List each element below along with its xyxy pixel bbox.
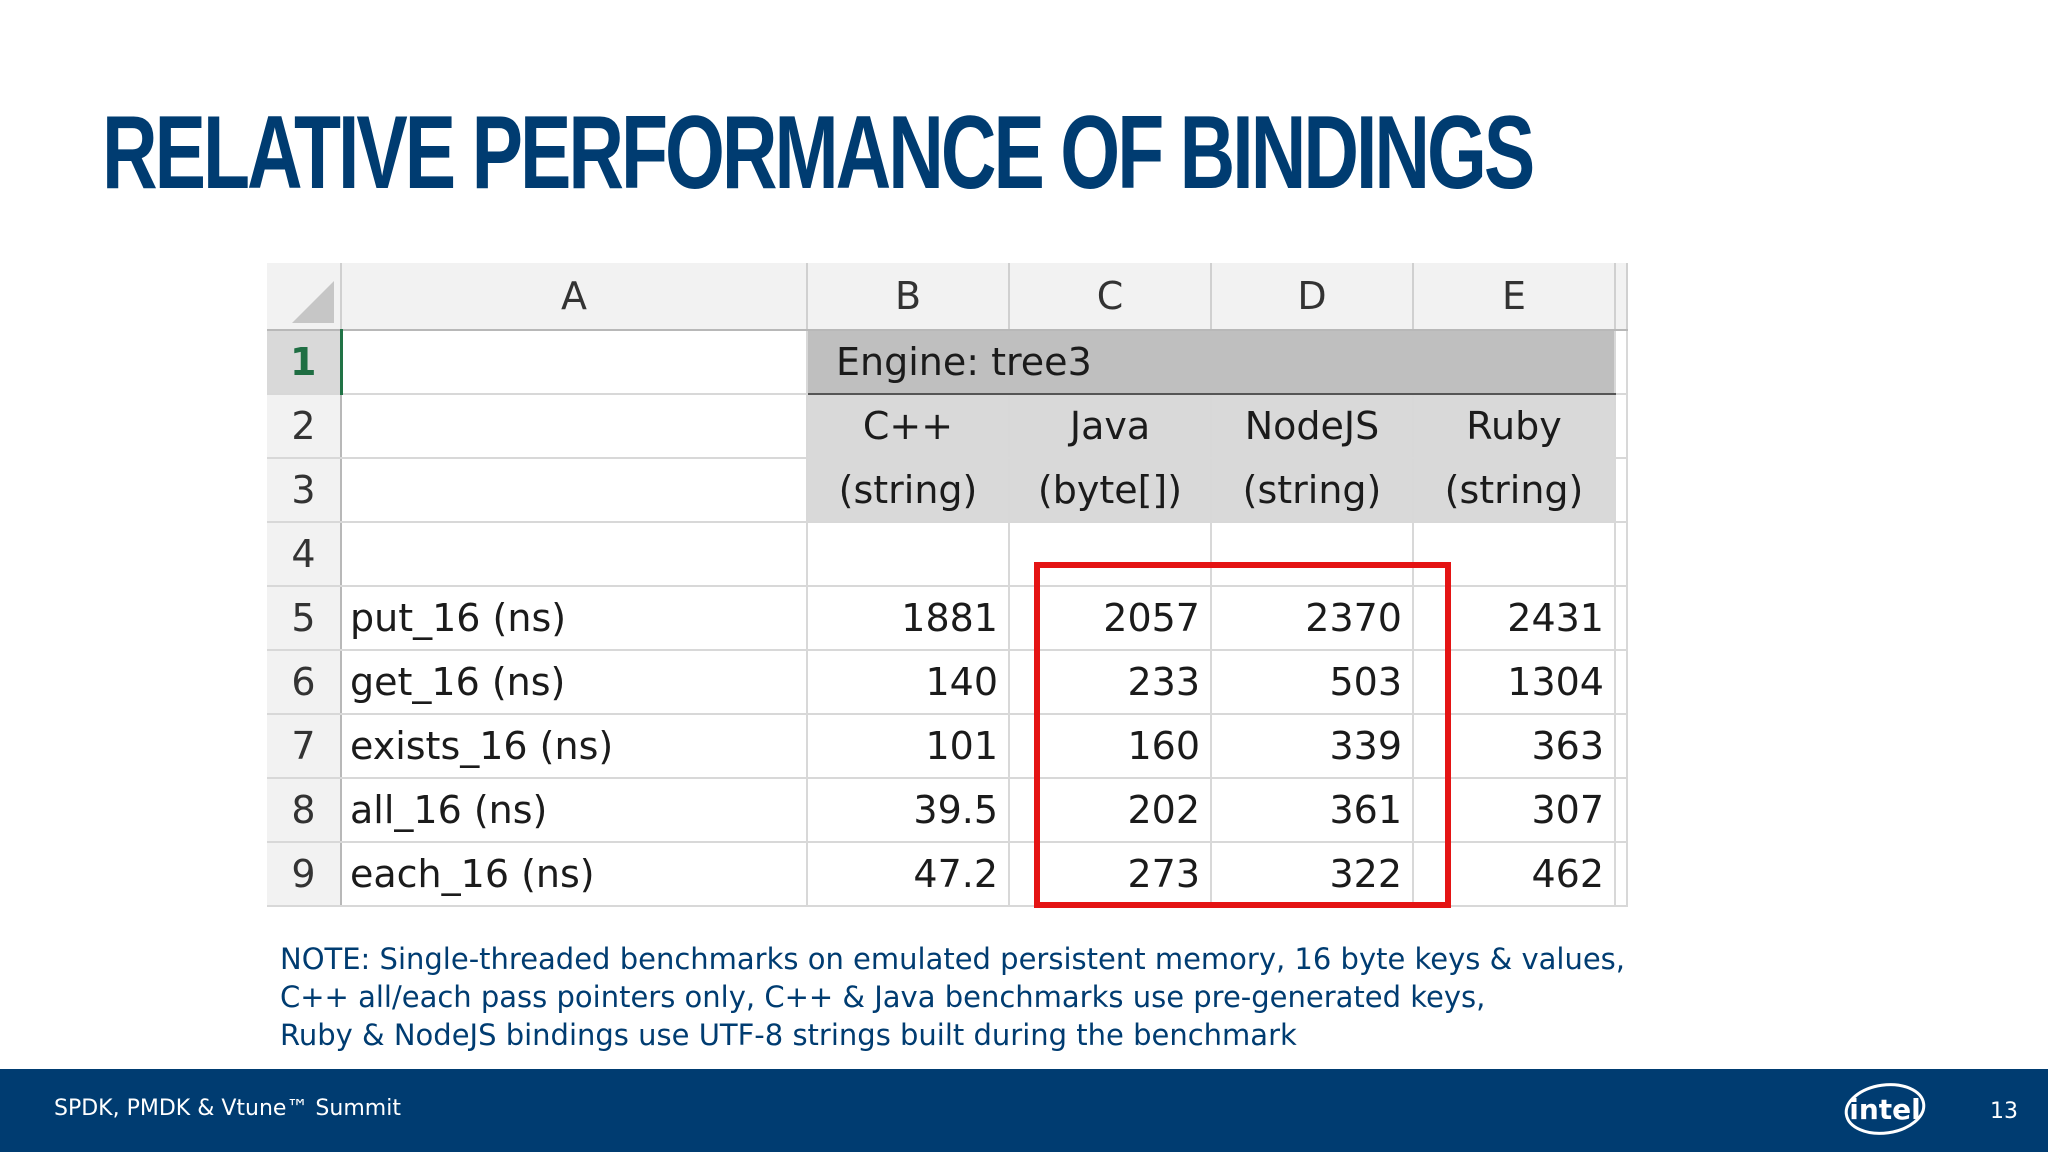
value-cpp: 101 <box>807 714 1010 779</box>
spreadsheet-screenshot: A B C D E 1 Engine: tree3 2 C++ Java Nod… <box>267 263 1628 909</box>
table-row: 1 Engine: tree3 <box>267 330 1628 395</box>
binding-type-cpp: (string) <box>807 458 1010 523</box>
value-java: 273 <box>1009 842 1212 907</box>
table-row: 4 <box>267 522 1628 587</box>
metric-label: all_16 (ns) <box>341 778 808 843</box>
cell-overflow <box>1615 842 1628 907</box>
value-nodejs: 322 <box>1211 842 1414 907</box>
row-number: 7 <box>267 714 342 779</box>
table-row: 5 put_16 (ns) 1881 2057 2370 2431 <box>267 586 1628 651</box>
table-row: 2 C++ Java NodeJS Ruby <box>267 394 1628 459</box>
row-number: 2 <box>267 394 342 459</box>
slide-title: RELATIVE PERFORMANCE OF BINDINGS <box>102 95 1535 211</box>
table-row: 7 exists_16 (ns) 101 160 339 363 <box>267 714 1628 779</box>
value-java: 202 <box>1009 778 1212 843</box>
value-ruby: 2431 <box>1413 586 1616 651</box>
column-header-e: E <box>1413 263 1616 331</box>
value-java: 2057 <box>1009 586 1212 651</box>
row-number: 8 <box>267 778 342 843</box>
value-ruby: 462 <box>1413 842 1616 907</box>
note-line: NOTE: Single-threaded benchmarks on emul… <box>280 942 1626 976</box>
cell-a3 <box>341 458 808 523</box>
cell-overflow <box>1615 458 1628 523</box>
value-java: 160 <box>1009 714 1212 779</box>
value-cpp: 39.5 <box>807 778 1010 843</box>
table-row: 3 (string) (byte[]) (string) (string) <box>267 458 1628 523</box>
table-row: 9 each_16 (ns) 47.2 273 322 462 <box>267 842 1628 907</box>
binding-header-nodejs: NodeJS <box>1211 394 1414 459</box>
benchmark-note: NOTE: Single-threaded benchmarks on emul… <box>280 940 1780 1054</box>
benchmark-table: A B C D E 1 Engine: tree3 2 C++ Java Nod… <box>267 263 1628 907</box>
table-row: 8 all_16 (ns) 39.5 202 361 307 <box>267 778 1628 843</box>
value-cpp: 1881 <box>807 586 1010 651</box>
row-number: 1 <box>267 330 342 395</box>
cell-overflow <box>1615 522 1628 587</box>
cell-empty <box>1009 522 1212 587</box>
table-row: 6 get_16 (ns) 140 233 503 1304 <box>267 650 1628 715</box>
value-nodejs: 503 <box>1211 650 1414 715</box>
cell-overflow <box>1615 714 1628 779</box>
cell-a2 <box>341 394 808 459</box>
metric-label: put_16 (ns) <box>341 586 808 651</box>
cell-overflow <box>1615 778 1628 843</box>
cell-a4 <box>341 522 808 587</box>
footer-bar: SPDK, PMDK & Vtune™ Summit intel 13 <box>0 1069 2048 1152</box>
value-ruby: 307 <box>1413 778 1616 843</box>
footer-event-name: SPDK, PMDK & Vtune™ Summit <box>54 1096 401 1121</box>
value-cpp: 140 <box>807 650 1010 715</box>
row-number: 9 <box>267 842 342 907</box>
cell-overflow <box>1615 394 1628 459</box>
value-ruby: 363 <box>1413 714 1616 779</box>
select-all-corner <box>267 263 342 331</box>
cell-overflow <box>1615 586 1628 651</box>
cell-empty <box>807 522 1010 587</box>
row-number: 4 <box>267 522 342 587</box>
binding-header-ruby: Ruby <box>1413 394 1616 459</box>
value-cpp: 47.2 <box>807 842 1010 907</box>
engine-label: Engine: tree3 <box>807 330 1616 395</box>
value-nodejs: 361 <box>1211 778 1414 843</box>
column-header-c: C <box>1009 263 1212 331</box>
binding-type-java: (byte[]) <box>1009 458 1212 523</box>
cell-empty <box>1211 522 1414 587</box>
page-number: 13 <box>1990 1099 2018 1124</box>
cell-a1 <box>339 330 808 395</box>
metric-label: each_16 (ns) <box>341 842 808 907</box>
binding-type-ruby: (string) <box>1413 458 1616 523</box>
column-header-a: A <box>341 263 808 331</box>
column-header-d: D <box>1211 263 1414 331</box>
binding-type-nodejs: (string) <box>1211 458 1414 523</box>
row-number: 6 <box>267 650 342 715</box>
column-header-overflow <box>1615 263 1628 331</box>
value-nodejs: 339 <box>1211 714 1414 779</box>
cell-overflow <box>1615 330 1628 395</box>
metric-label: get_16 (ns) <box>341 650 808 715</box>
metric-label: exists_16 (ns) <box>341 714 808 779</box>
row-number: 3 <box>267 458 342 523</box>
note-line: C++ all/each pass pointers only, C++ & J… <box>280 980 1486 1014</box>
row-number: 5 <box>267 586 342 651</box>
binding-header-cpp: C++ <box>807 394 1010 459</box>
cell-overflow <box>1615 650 1628 715</box>
note-line: Ruby & NodeJS bindings use UTF-8 strings… <box>280 1018 1297 1052</box>
binding-header-java: Java <box>1009 394 1212 459</box>
intel-logo-text: intel <box>1849 1093 1921 1126</box>
value-nodejs: 2370 <box>1211 586 1414 651</box>
cell-empty <box>1413 522 1616 587</box>
value-ruby: 1304 <box>1413 650 1616 715</box>
column-header-b: B <box>807 263 1010 331</box>
intel-logo: intel <box>1844 1083 1926 1135</box>
value-java: 233 <box>1009 650 1212 715</box>
